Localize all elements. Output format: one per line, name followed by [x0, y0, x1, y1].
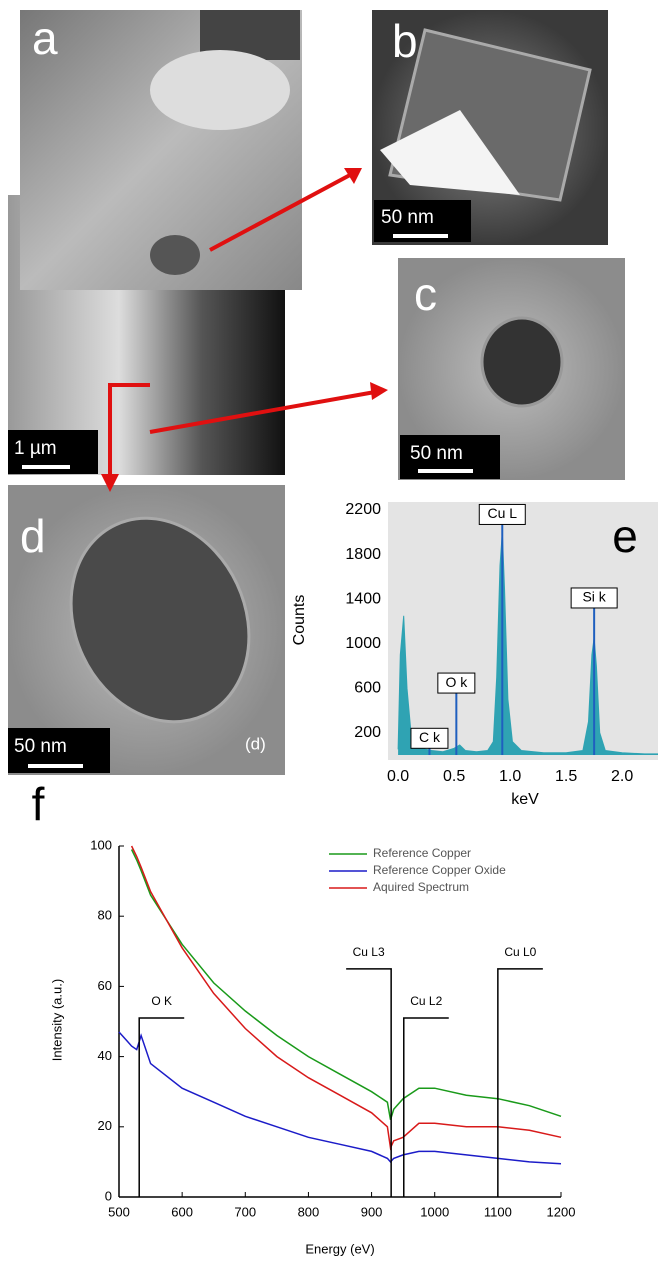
x-tick-label: 1.0: [499, 768, 521, 785]
panel-label: d: [20, 510, 46, 562]
scale-bar: [393, 234, 448, 238]
x-axis-title: Energy (eV): [305, 1241, 374, 1256]
y-tick-label: 80: [98, 908, 112, 923]
legend-label: Aquired Spectrum: [373, 880, 469, 894]
panel-label: f: [32, 778, 45, 830]
scale-bar-label: 50 nm: [14, 736, 67, 757]
scale-bar-label: 1 µm: [14, 438, 57, 459]
figure: a 1 µm b 50 nm c 50 nm d (d) 50 nm: [0, 0, 658, 1262]
y-tick-label: 200: [354, 724, 381, 741]
x-tick-label: 0.5: [443, 768, 465, 785]
y-axis-title: Counts: [291, 595, 308, 646]
x-tick-label: 1200: [547, 1204, 576, 1219]
y-tick-label: 1000: [345, 635, 381, 652]
scale-bar: [418, 469, 473, 473]
panel-d: d (d) 50 nm: [8, 485, 285, 775]
legend-label: Reference Copper Oxide: [373, 863, 506, 877]
annotation-label: O K: [151, 994, 172, 1008]
legend-label: Reference Copper: [373, 846, 471, 860]
panel-label: b: [392, 15, 418, 67]
arrowhead: [370, 382, 388, 400]
annotation-bracket: [139, 1018, 184, 1197]
panel-label: e: [612, 510, 638, 562]
annotation-label: Cu L: [487, 505, 517, 521]
y-tick-label: 40: [98, 1048, 112, 1063]
annotation-label: Si k: [582, 589, 606, 605]
particle: [482, 318, 562, 406]
annotation-label: O k: [445, 674, 468, 690]
x-tick-label: 600: [171, 1204, 193, 1219]
x-tick-label: 1.5: [555, 768, 577, 785]
particle: [150, 235, 200, 275]
series-line: [132, 846, 561, 1148]
y-tick-label: 600: [354, 679, 381, 696]
y-tick-label: 0: [105, 1188, 112, 1203]
panel-caption: (d): [245, 734, 266, 753]
x-tick-label: 700: [234, 1204, 256, 1219]
y-tick-label: 60: [98, 978, 112, 993]
y-axis-title: Intensity (a.u.): [49, 979, 64, 1061]
annotation-label: C k: [419, 729, 441, 745]
x-tick-label: 2.0: [611, 768, 633, 785]
series-line: [132, 850, 561, 1120]
annotation-bracket: [404, 1018, 449, 1197]
scale-bar: [22, 465, 70, 469]
x-tick-label: 1100: [484, 1204, 512, 1219]
annotation-label: Cu L3: [353, 945, 385, 959]
scale-bar: [28, 764, 83, 768]
scale-bar-label: 50 nm: [381, 207, 434, 228]
x-tick-label: 800: [298, 1204, 320, 1219]
y-tick-label: 100: [90, 837, 112, 852]
x-tick-label: 0.0: [387, 768, 409, 785]
scale-bar-label: 50 nm: [410, 443, 463, 464]
y-tick-label: 20: [98, 1118, 112, 1133]
annotation-label: Cu L0: [504, 945, 536, 959]
panel-label: a: [32, 12, 58, 64]
y-tick-label: 1800: [345, 546, 381, 563]
annotation-label: Cu L2: [410, 994, 442, 1008]
annotation-bracket: [346, 969, 391, 1197]
x-tick-label: 1000: [420, 1204, 449, 1219]
panel-c: c 50 nm: [398, 258, 625, 480]
y-tick-label: 1400: [345, 590, 381, 607]
y-tick-label: 2200: [345, 501, 381, 518]
x-axis-title: keV: [511, 791, 539, 808]
x-tick-label: 900: [361, 1204, 383, 1219]
panel-a: a 1 µm: [8, 10, 302, 475]
panel-b: b 50 nm: [372, 10, 608, 245]
panel-label: c: [414, 268, 437, 320]
x-tick-label: 500: [108, 1204, 130, 1219]
micrograph-region: [150, 50, 290, 130]
